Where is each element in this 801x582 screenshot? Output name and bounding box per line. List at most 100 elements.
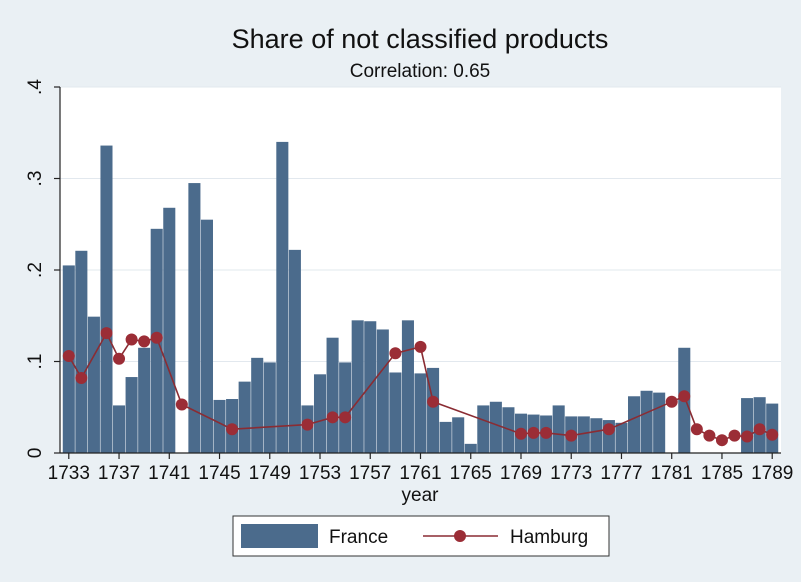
- hamburg-point: [138, 335, 151, 348]
- france-bar: [276, 141, 289, 453]
- hamburg-point: [113, 352, 126, 365]
- hamburg-point: [527, 426, 540, 439]
- hamburg-point: [125, 333, 138, 346]
- y-axis-ticks: 0 .1 .2 .3 .4: [25, 79, 60, 459]
- france-bar: [364, 321, 377, 453]
- hamburg-point: [690, 423, 703, 436]
- hamburg-point: [703, 429, 716, 442]
- hamburg-point: [678, 390, 691, 403]
- france-bar: [628, 396, 641, 453]
- hamburg-point: [414, 340, 427, 353]
- france-bar: [213, 399, 226, 453]
- hamburg-point: [753, 423, 766, 436]
- y-tick-label: .3: [25, 171, 46, 187]
- legend-swatch-hamburg-marker: [454, 530, 466, 542]
- france-bar: [125, 377, 138, 453]
- y-tick-label: .1: [25, 354, 46, 370]
- legend-swatch-france: [241, 524, 318, 548]
- hamburg-point: [540, 426, 553, 439]
- hamburg-point: [427, 395, 440, 408]
- x-axis-ticks: 1733 1737 1741 1745 1749 1753 1757 1761 1765 1769…: [48, 453, 793, 484]
- france-bar: [326, 337, 339, 453]
- hamburg-point: [728, 429, 741, 442]
- hamburg-point: [565, 429, 578, 442]
- hamburg-point: [226, 423, 239, 436]
- hamburg-point: [301, 418, 314, 431]
- france-bar: [502, 407, 515, 453]
- hamburg-point: [326, 411, 339, 424]
- france-bar: [653, 392, 666, 453]
- hamburg-point: [339, 411, 352, 424]
- x-axis-label: year: [402, 485, 440, 506]
- x-tick-label: 1741: [148, 463, 190, 484]
- france-bar: [577, 416, 590, 453]
- france-bar: [288, 249, 301, 453]
- x-tick-label: 1745: [198, 463, 240, 484]
- france-bar: [640, 390, 653, 453]
- france-bar: [376, 329, 389, 453]
- x-tick-label: 1773: [550, 463, 592, 484]
- hamburg-point: [741, 430, 754, 443]
- france-bar: [401, 320, 414, 453]
- france-bar: [452, 417, 465, 453]
- x-tick-label: 1777: [600, 463, 642, 484]
- x-tick-label: 1781: [651, 463, 693, 484]
- legend-label-france: France: [329, 527, 388, 548]
- chart-title: Share of not classified products: [232, 24, 609, 54]
- france-bar: [590, 418, 603, 453]
- france-bar: [251, 357, 264, 453]
- hamburg-point: [766, 428, 779, 441]
- y-tick-label: .4: [25, 79, 46, 95]
- chart-subtitle: Correlation: 0.65: [350, 61, 490, 82]
- france-bar: [477, 405, 490, 453]
- hamburg-point: [715, 434, 728, 447]
- hamburg-markers: [62, 327, 779, 447]
- x-tick-label: 1749: [249, 463, 291, 484]
- x-tick-label: 1769: [500, 463, 542, 484]
- hamburg-point: [514, 427, 527, 440]
- france-bar: [238, 381, 251, 453]
- france-bar: [552, 405, 565, 453]
- france-bar: [100, 145, 113, 453]
- france-bar: [113, 405, 126, 453]
- y-tick-label: 0: [25, 448, 46, 459]
- hamburg-point: [62, 350, 75, 363]
- france-bar: [464, 443, 477, 453]
- hamburg-point: [665, 395, 678, 408]
- france-bar: [188, 183, 201, 453]
- france-bar: [313, 374, 327, 453]
- france-bar: [615, 422, 628, 453]
- france-bar: [339, 362, 352, 453]
- france-bar: [489, 401, 502, 453]
- france-bar: [200, 219, 213, 453]
- x-tick-label: 1733: [48, 463, 90, 484]
- france-bar: [263, 362, 276, 453]
- france-bar: [138, 347, 151, 453]
- y-tick-label: .2: [25, 262, 46, 278]
- hamburg-point: [175, 398, 188, 411]
- hamburg-point: [389, 347, 402, 360]
- x-tick-label: 1757: [349, 463, 391, 484]
- x-tick-label: 1761: [399, 463, 441, 484]
- legend-label-hamburg: Hamburg: [510, 527, 588, 548]
- x-tick-label: 1789: [751, 463, 793, 484]
- hamburg-point: [150, 331, 163, 344]
- france-bar: [87, 316, 100, 453]
- x-tick-label: 1737: [98, 463, 140, 484]
- france-bars: [62, 141, 779, 453]
- france-bar: [163, 207, 176, 453]
- hamburg-point: [75, 371, 88, 384]
- hamburg-point: [602, 423, 615, 436]
- france-bar: [414, 373, 427, 453]
- x-tick-label: 1785: [701, 463, 743, 484]
- legend: France Hamburg: [232, 515, 610, 557]
- france-bar: [766, 403, 779, 453]
- france-bar: [389, 372, 402, 453]
- x-tick-label: 1753: [299, 463, 341, 484]
- france-bar: [75, 250, 88, 453]
- x-tick-label: 1765: [450, 463, 492, 484]
- france-bar: [439, 421, 452, 453]
- france-bar: [741, 398, 754, 453]
